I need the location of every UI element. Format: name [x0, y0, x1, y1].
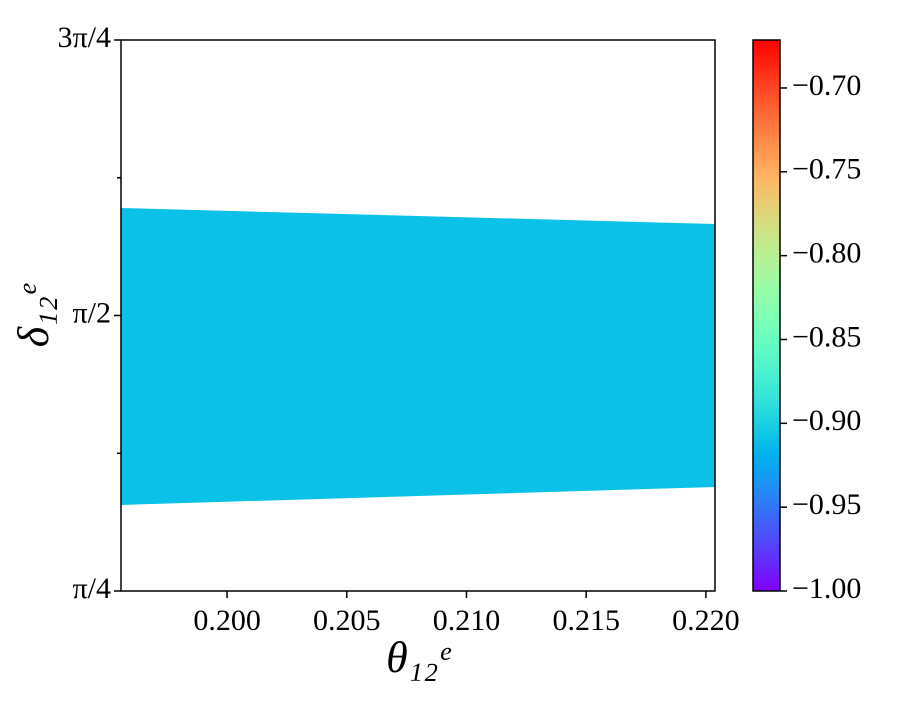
x-axis-label: θ₁₂ᵉ — [386, 633, 451, 682]
y-tick-label: 3π/4 — [58, 21, 111, 54]
colorbar-tick-label: −0.80 — [792, 237, 861, 270]
x-tick-label: 0.200 — [193, 604, 261, 637]
y-axis-label: δ₁₂ᵉ — [9, 283, 58, 347]
x-tick-label: 0.205 — [313, 604, 381, 637]
y-tick-label: π/2 — [73, 296, 111, 329]
band-area — [121, 208, 715, 505]
colorbar-frame — [752, 39, 781, 592]
colorbar-tick-label: −1.00 — [792, 572, 861, 605]
x-tick-label: 0.210 — [433, 604, 501, 637]
x-tick-label: 0.220 — [672, 604, 740, 637]
colorbar-tick-label: −0.95 — [792, 488, 861, 521]
x-tick-label: 0.215 — [552, 604, 620, 637]
colorbar-tick-label: −0.75 — [792, 153, 861, 186]
colorbar-tick-label: −0.90 — [792, 404, 861, 437]
colorbar-tick-label: −0.85 — [792, 320, 861, 353]
y-tick-label: π/4 — [73, 572, 111, 605]
colorbar-tick-label: −0.70 — [792, 69, 861, 102]
colorbar — [753, 40, 780, 591]
